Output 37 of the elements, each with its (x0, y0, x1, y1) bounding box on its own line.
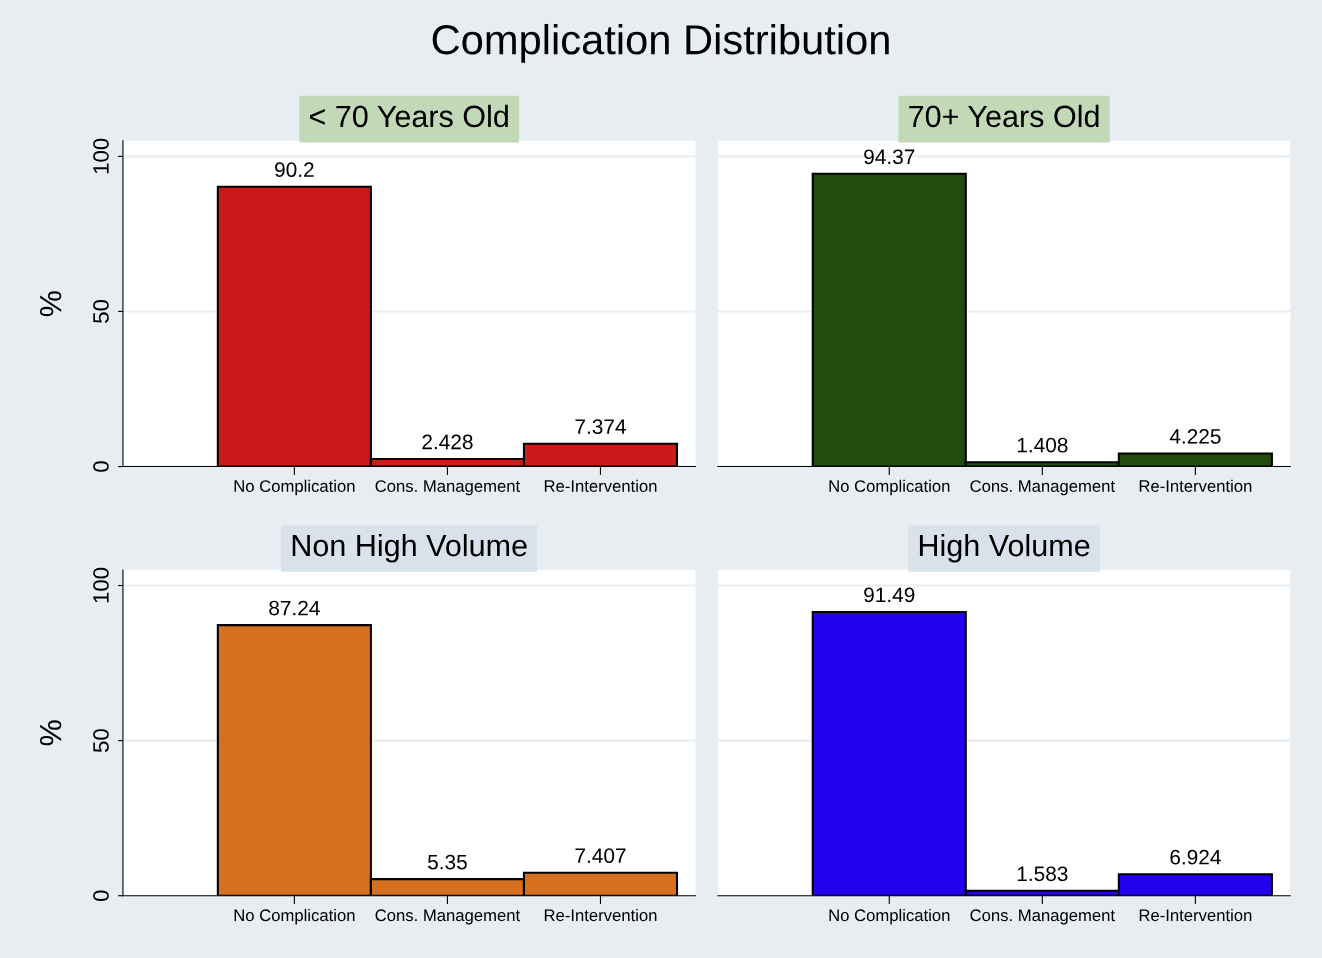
x-tick-label: No Complication (234, 908, 355, 925)
x-tick-label: Re-Intervention (544, 908, 657, 922)
data-label: 87.24 (269, 600, 320, 616)
x-tick-label: No Complication (829, 479, 950, 496)
x-tick-label: No Complication (234, 479, 355, 496)
data-label: 90.2 (275, 162, 314, 178)
x-tick-label: Re-Intervention (1139, 479, 1252, 492)
x-tick-label: Cons. Management (375, 909, 521, 925)
chart-subtitle: < 70 Years Old (310, 104, 508, 128)
x-tick-label: Cons. Management (970, 909, 1115, 925)
x-tick-label: No Complication (829, 908, 950, 925)
chart-subtitle: Non High Volume (292, 533, 527, 563)
data-label: 1.408 (1017, 437, 1068, 453)
chart-subtitle: High Volume (919, 533, 1090, 563)
x-tick-label: Re-Intervention (544, 479, 657, 492)
y-tick-label: 50 (93, 729, 109, 753)
x-tick-label: Cons. Management (970, 480, 1115, 496)
data-label: 5.35 (427, 854, 467, 870)
y-tick-label: 0 (93, 890, 109, 902)
data-label: 91.49 (864, 587, 915, 603)
x-tick-label: Cons. Management (375, 480, 521, 496)
y-tick-label: 100 (93, 567, 109, 603)
chart-subtitle: 70+ Years Old (909, 104, 1099, 128)
data-label: 6.924 (1170, 849, 1221, 865)
x-tick-label: Re-Intervention (1139, 908, 1252, 922)
y-tick-label: 0 (93, 461, 109, 472)
data-label: 94.37 (864, 149, 915, 165)
y-axis-title: % (39, 291, 62, 317)
data-label: 7.407 (575, 848, 626, 864)
data-label: 4.225 (1169, 429, 1221, 444)
data-label: 1.583 (1017, 866, 1068, 882)
chart-title: Complication Distribution (432, 23, 889, 63)
y-tick-label: 50 (93, 299, 109, 323)
data-label: 7.374 (575, 419, 626, 434)
data-label: 2.428 (422, 434, 473, 450)
y-tick-label: 100 (93, 138, 109, 174)
y-axis-title: % (39, 720, 62, 746)
